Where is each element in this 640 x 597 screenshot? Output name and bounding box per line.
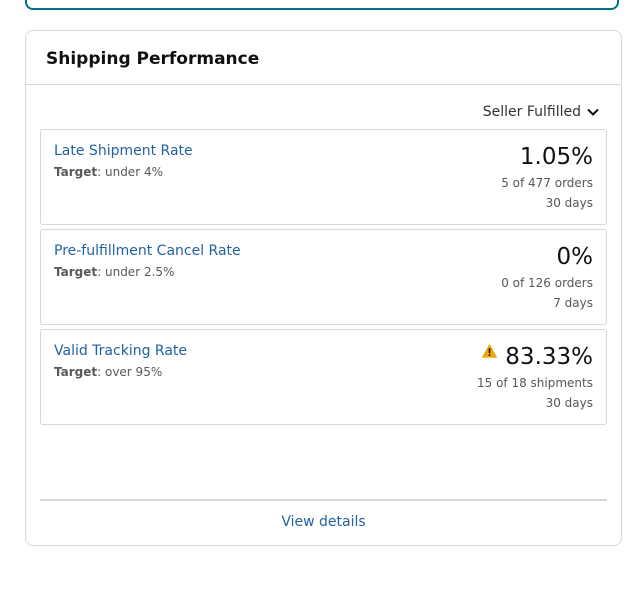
warning-icon <box>482 344 498 358</box>
previous-card-edge <box>25 0 619 10</box>
metric-target: Target: under 4% <box>54 165 163 179</box>
shipping-performance-card: Shipping Performance Seller Fulfilled La… <box>25 30 622 546</box>
metric-stats: 83.33% 15 of 18 shipments 30 days <box>477 342 593 410</box>
metric-name-link[interactable]: Pre-fulfillment Cancel Rate <box>54 243 241 259</box>
metric-period: 30 days <box>545 396 593 410</box>
chevron-down-icon <box>587 108 599 116</box>
metric-period: 30 days <box>545 196 593 210</box>
metric-value: 0% <box>556 244 594 270</box>
metric-target: Target: over 95% <box>54 365 162 379</box>
target-label: Target <box>54 165 98 179</box>
target-value: : under 4% <box>97 165 163 179</box>
metric-period: 7 days <box>553 296 593 310</box>
metric-pre-fulfillment-cancel: Pre-fulfillment Cancel Rate Target: unde… <box>40 229 607 325</box>
card-title: Shipping Performance <box>46 49 260 69</box>
metric-count: 0 of 126 orders <box>501 276 593 290</box>
metric-value: 1.05% <box>519 144 593 170</box>
target-value: : over 95% <box>97 365 163 379</box>
metric-target: Target: under 2.5% <box>54 265 174 279</box>
metric-valid-tracking: Valid Tracking Rate Target: over 95% 83.… <box>40 329 607 425</box>
metric-name-link[interactable]: Late Shipment Rate <box>54 143 193 159</box>
divider <box>40 499 607 501</box>
metric-stats: 1.05% 5 of 477 orders 30 days <box>501 142 593 210</box>
metric-value: 83.33% <box>505 344 593 370</box>
view-details-link[interactable]: View details <box>281 514 366 530</box>
dropdown-label: Seller Fulfilled <box>482 104 581 120</box>
metric-count: 15 of 18 shipments <box>477 376 593 390</box>
target-label: Target <box>54 365 98 379</box>
metric-value-row: 83.33% <box>477 342 593 372</box>
metric-late-shipment: Late Shipment Rate Target: under 4% 1.05… <box>40 129 607 225</box>
card-header: Shipping Performance <box>26 31 621 85</box>
metric-stats: 0% 0 of 126 orders 7 days <box>501 242 593 310</box>
metric-name-link[interactable]: Valid Tracking Rate <box>54 343 188 359</box>
target-label: Target <box>54 265 98 279</box>
fulfillment-dropdown[interactable]: Seller Fulfilled <box>483 104 599 120</box>
metric-count: 5 of 477 orders <box>501 176 593 190</box>
target-value: : under 2.5% <box>97 265 175 279</box>
